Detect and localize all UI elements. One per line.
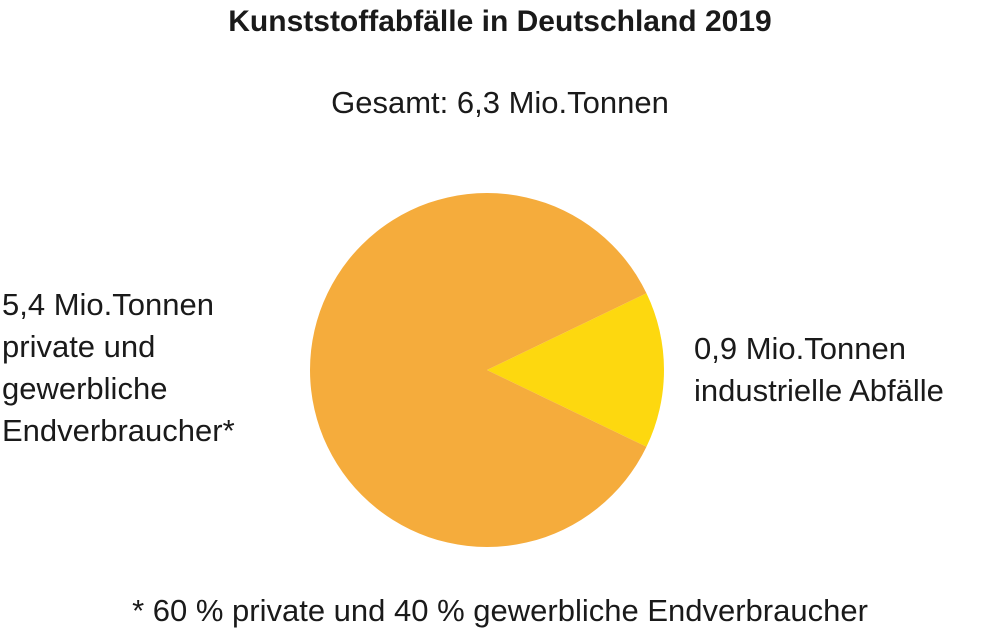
slice-label-line: gewerbliche xyxy=(2,371,168,406)
slice-label-private-commercial: 5,4 Mio.Tonnen private und gewerbliche E… xyxy=(2,284,302,452)
pie-slice-industrial xyxy=(487,293,664,447)
slice-label-line: 5,4 Mio.Tonnen xyxy=(2,287,214,322)
slice-label-line: industrielle Abfälle xyxy=(694,373,944,408)
chart-footnote: * 60 % private und 40 % gewerbliche Endv… xyxy=(132,593,868,628)
chart-title: Kunststoffabfälle in Deutschland 2019 xyxy=(228,5,772,38)
slice-label-industrial: 0,9 Mio.Tonnen industrielle Abfälle xyxy=(694,328,1000,412)
slice-label-line: Endverbraucher* xyxy=(2,413,235,448)
chart-subtitle: Gesamt: 6,3 Mio.Tonnen xyxy=(331,85,669,120)
pie-slices xyxy=(310,192,664,547)
slice-label-line: 0,9 Mio.Tonnen xyxy=(694,331,906,366)
slice-label-line: private und xyxy=(2,329,156,364)
pie-slice-private-commercial xyxy=(310,192,647,547)
